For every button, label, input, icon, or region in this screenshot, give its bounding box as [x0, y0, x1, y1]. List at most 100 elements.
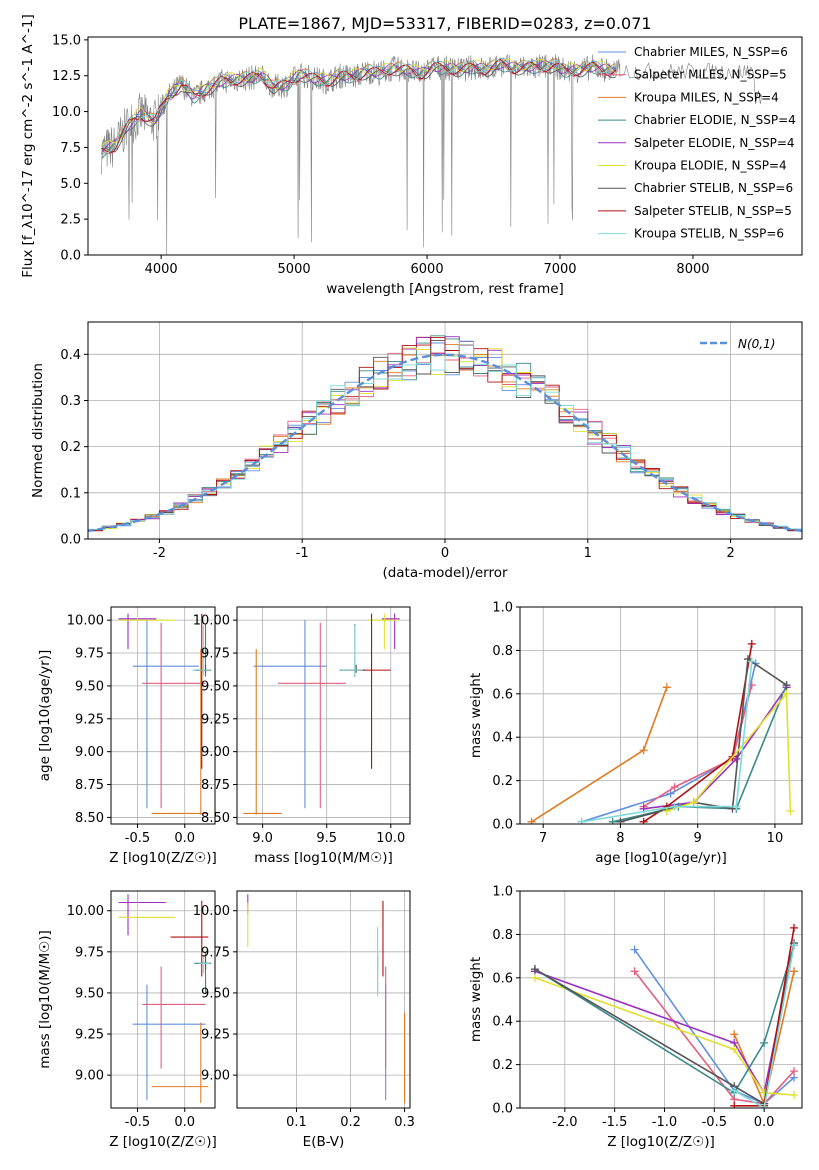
y-axis-label: Normed distribution	[30, 363, 46, 498]
y-tick-label: 10.0	[52, 105, 81, 120]
y-tick-label: 9.25	[201, 712, 230, 727]
weight-marker-salpeter_stelib	[639, 817, 648, 824]
x-axis-label: Z [log10(Z/Z☉)]	[109, 850, 217, 866]
weight-marker-chabrier_stelib	[530, 965, 539, 974]
y-tick-label: 8.75	[201, 778, 230, 793]
weight-marker-salpeter_miles	[790, 1067, 799, 1076]
y-tick-label: 9.50	[201, 679, 230, 694]
axes-frame	[87, 36, 803, 256]
y-tick-label: 1.0	[492, 601, 513, 616]
y-tick-label: 9.00	[75, 745, 104, 760]
weight-line-kroupa_elodie	[534, 977, 795, 1096]
legend-label-kroupa_miles: Kroupa MILES, N_SSP=4	[634, 90, 779, 104]
legend-label-chabrier_elodie: Chabrier ELODIE, N_SSP=4	[634, 113, 796, 127]
axes-frame	[110, 890, 216, 1109]
weight-marker-kroupa_elodie	[689, 798, 698, 807]
model-spectrum-salpeter_stelib	[101, 58, 617, 153]
plot-area	[118, 613, 212, 815]
weight-line-salpeter_elodie	[643, 686, 788, 810]
x-axis-label: Z [log10(Z/Z☉)]	[607, 1134, 715, 1150]
y-tick-label: 5.0	[60, 177, 81, 192]
weight-marker-salpeter_miles	[670, 783, 679, 792]
normal-distribution-curve	[88, 353, 802, 533]
y-tick-label: 9.00	[75, 1069, 104, 1084]
observed-spectrum-line	[101, 54, 763, 255]
plot-area	[88, 335, 802, 534]
y-axis-label: mass weight	[468, 673, 484, 758]
y-tick-label: 8.50	[75, 811, 104, 826]
y-tick-label: 0.2	[492, 1058, 513, 1073]
x-tick-label: 1	[584, 546, 592, 561]
axes-frame	[519, 606, 803, 825]
x-tick-label: -2.0	[552, 1115, 577, 1130]
y-tick-label: 9.75	[201, 945, 230, 960]
x-axis-label: E(B-V)	[303, 1134, 345, 1150]
grid	[520, 606, 802, 825]
y-tick-label: 0.4	[60, 348, 81, 363]
weight-marker-kroupa_stelib	[790, 941, 799, 950]
y-tick-label: 7.5	[60, 141, 81, 156]
y-tick-label: 2.5	[60, 213, 81, 228]
plot-area	[527, 639, 795, 824]
grid	[111, 891, 215, 1108]
y-tick-label: 0.0	[60, 249, 81, 264]
x-tick-label: 0.0	[174, 1115, 195, 1130]
x-tick-label: 0.0	[754, 1115, 775, 1130]
weight-marker-salpeter_miles	[630, 967, 639, 976]
y-tick-label: 9.50	[201, 986, 230, 1001]
x-tick-label: 6000	[411, 262, 444, 277]
x-tick-label: -1.5	[602, 1115, 627, 1130]
weight-marker-kroupa_stelib	[670, 802, 679, 811]
y-tick-label: 0.8	[492, 928, 513, 943]
weight-line-chabrier_elodie	[612, 684, 788, 823]
y-tick-label: 15.0	[52, 33, 81, 48]
y-axis-label: age [log10(age/yr)]	[37, 650, 53, 782]
weight-marker-kroupa_elodie	[782, 689, 791, 698]
x-tick-label: 8	[616, 831, 624, 846]
y-tick-label: 9.75	[75, 945, 104, 960]
x-tick-label: 4000	[145, 262, 178, 277]
weight-marker-kroupa_miles	[639, 746, 648, 755]
plot-area	[247, 894, 406, 1104]
y-tick-label: 0.4	[492, 731, 513, 746]
weight-marker-kroupa_elodie	[730, 1045, 739, 1054]
plot-area	[243, 613, 400, 815]
x-tick-label: 2	[726, 546, 734, 561]
y-tick-label: 1.0	[492, 885, 513, 900]
x-tick-label: 7	[539, 831, 547, 846]
grid	[237, 891, 410, 1108]
x-tick-label: 7000	[543, 262, 576, 277]
x-tick-label: 0.3	[394, 1115, 415, 1130]
weight-marker-kroupa_elodie	[786, 806, 795, 815]
weight-marker-kroupa_stelib	[730, 1086, 739, 1095]
axes-frame	[236, 606, 411, 825]
grid	[111, 607, 215, 824]
weight-marker-kroupa_stelib	[732, 802, 741, 811]
x-tick-label: -0.5	[702, 1115, 727, 1130]
x-tick-label: 8000	[676, 262, 709, 277]
grid	[520, 890, 802, 1109]
y-tick-label: 0.3	[60, 394, 81, 409]
x-tick-label: 0.2	[340, 1115, 361, 1130]
axes-frame	[110, 606, 216, 825]
mass-vs-metallicity-panel: -0.5 0.0 9.00 9.25 9.50 9.75 10.00 Z [log10(Z/Z…	[37, 890, 217, 1150]
x-axis-label: mass [log10(M/M☉)]	[254, 850, 393, 866]
weight-marker-kroupa_stelib	[577, 817, 586, 824]
plot-area	[530, 923, 799, 1108]
x-tick-label: 5000	[278, 262, 311, 277]
weight-line-chabrier_miles	[633, 949, 795, 1105]
axes-frame	[236, 890, 411, 1109]
x-tick-label: -0.5	[125, 1115, 150, 1130]
legend-label-chabrier_stelib: Chabrier STELIB, N_SSP=6	[634, 181, 793, 195]
y-tick-label: 9.50	[75, 679, 104, 694]
legend-label-gaussian: N(0,1)	[738, 337, 775, 351]
mass-vs-ebv-panel: 0.1 0.2 0.3 9.00 9.25 9.50 9.75 10.00 E(B-V)	[193, 890, 415, 1150]
weight-marker-salpeter_stelib	[730, 1101, 739, 1108]
y-axis-label: mass [log10(M/M☉)]	[37, 930, 53, 1069]
weight-line-salpeter_stelib	[643, 643, 753, 823]
weight-marker-kroupa_miles	[662, 683, 671, 692]
weight-marker-chabrier_miles	[666, 789, 675, 798]
weight-line-kroupa_stelib	[581, 661, 753, 823]
x-axis-label: Z [log10(Z/Z☉)]	[109, 1134, 217, 1150]
legend-label-salpeter_stelib: Salpeter STELIB, N_SSP=5	[634, 204, 792, 218]
